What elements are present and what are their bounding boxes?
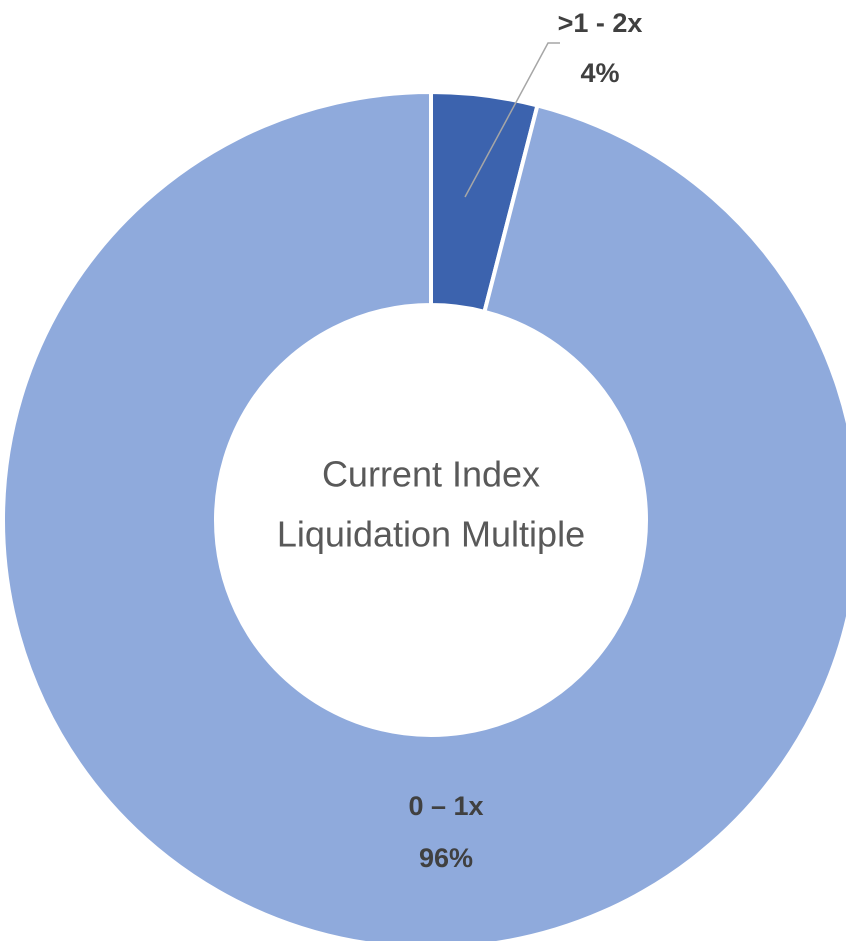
slice xyxy=(1,89,846,941)
center-label: Liquidation Multiple xyxy=(277,514,585,555)
category-label: 0 – 1x xyxy=(408,791,483,821)
center-label: Current Index xyxy=(322,454,540,495)
leader-line xyxy=(464,42,560,198)
category-label: >1 - 2x xyxy=(558,8,643,38)
value-label: 96% xyxy=(419,843,473,873)
value-label: 4% xyxy=(580,58,619,88)
